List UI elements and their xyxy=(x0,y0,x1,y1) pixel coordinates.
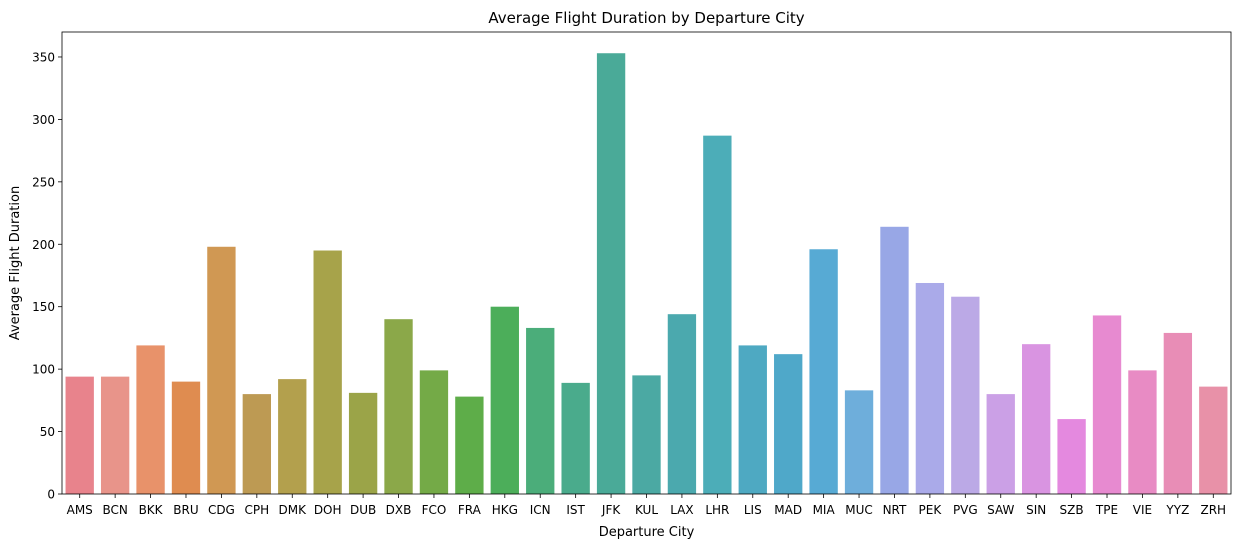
x-tick-label: VIE xyxy=(1133,503,1152,517)
bar-pvg xyxy=(951,296,980,494)
x-tick-label: KUL xyxy=(635,503,658,517)
x-tick-label: PVG xyxy=(953,503,978,517)
x-tick-label: HKG xyxy=(492,503,518,517)
x-tick-label: SIN xyxy=(1026,503,1046,517)
bar-lhr xyxy=(703,135,732,494)
x-tick-label: BCN xyxy=(102,503,127,517)
x-tick-label: LIS xyxy=(744,503,762,517)
x-tick-label: CPH xyxy=(245,503,270,517)
bar-ams xyxy=(65,376,94,494)
bar-cdg xyxy=(207,246,236,494)
bar-mad xyxy=(774,354,803,494)
y-tick-label: 350 xyxy=(32,50,55,64)
bar-sin xyxy=(1022,344,1051,494)
bar-bru xyxy=(171,381,201,494)
bar-ist xyxy=(561,382,590,494)
bar-hkg xyxy=(490,306,519,494)
bar-pek xyxy=(915,282,945,494)
x-tick-label: PEK xyxy=(919,503,943,517)
x-tick-label: LHR xyxy=(705,503,729,517)
chart-title: Average Flight Duration by Departure Cit… xyxy=(488,9,804,27)
y-tick-label: 250 xyxy=(32,175,55,189)
bar-dxb xyxy=(384,319,413,494)
y-tick-label: 300 xyxy=(32,113,55,127)
x-tick-label: YYZ xyxy=(1165,503,1189,517)
bar-bkk xyxy=(136,345,165,494)
x-axis-label: Departure City xyxy=(599,525,695,540)
x-tick-label: CDG xyxy=(208,503,235,517)
plot-frame xyxy=(61,31,1232,495)
x-tick-label: MUC xyxy=(845,503,873,517)
bar-fra xyxy=(455,396,484,494)
bar-zrh xyxy=(1199,386,1228,494)
y-tick-label: 100 xyxy=(32,363,55,377)
bar-mia xyxy=(809,249,838,494)
x-tick-label: MIA xyxy=(813,503,836,517)
bar-muc xyxy=(844,390,874,494)
bar-fco xyxy=(419,370,449,494)
y-tick-label: 50 xyxy=(40,425,55,439)
bar-nrt xyxy=(880,226,909,495)
x-tick-label: MAD xyxy=(774,503,802,517)
x-tick-label: SAW xyxy=(987,503,1014,517)
x-tick-label: LAX xyxy=(670,503,693,517)
y-tick-label: 200 xyxy=(32,238,55,252)
x-tick-label: IST xyxy=(566,503,585,517)
bars-group xyxy=(65,53,1228,495)
bar-doh xyxy=(313,250,342,494)
bar-tpe xyxy=(1092,315,1122,494)
x-tick-label: DOH xyxy=(314,503,342,517)
bar-jfk xyxy=(596,53,626,494)
x-tick-label: DUB xyxy=(350,503,376,517)
y-tick-label: 0 xyxy=(47,488,55,502)
bar-saw xyxy=(986,394,1015,494)
bar-cph xyxy=(242,394,271,494)
bar-yyz xyxy=(1163,332,1193,494)
y-axis: 0 50 100 150 200 250 300 350 xyxy=(32,50,62,502)
x-tick-label: SZB xyxy=(1060,503,1084,517)
bar-lax xyxy=(667,314,697,494)
x-tick-label: JFK xyxy=(601,503,621,517)
x-tick-label: FCO xyxy=(422,503,447,517)
x-tick-label: DMK xyxy=(279,503,308,517)
bar-vie xyxy=(1128,370,1157,494)
y-tick-label: 150 xyxy=(32,300,55,314)
bar-bcn xyxy=(100,376,130,494)
x-tick-label: ICN xyxy=(530,503,551,517)
bar-szb xyxy=(1057,419,1086,494)
y-axis-label: Average Flight Duration xyxy=(8,186,23,340)
x-tick-label: BRU xyxy=(173,503,198,517)
bar-lis xyxy=(738,345,767,494)
x-tick-label: TPE xyxy=(1095,503,1118,517)
x-tick-label: DXB xyxy=(386,503,412,517)
x-axis: AMS BCN BKK BRU CDG CPH DMK DOH DUB DXB FCO FRA HKG I… xyxy=(67,494,1226,517)
x-tick-label: AMS xyxy=(67,503,93,517)
bar-dmk xyxy=(278,379,307,494)
bar-icn xyxy=(526,327,555,494)
x-tick-label: FRA xyxy=(458,503,482,517)
bar-dub xyxy=(348,392,378,494)
x-tick-label: NRT xyxy=(883,503,907,517)
bar-kul xyxy=(632,375,661,494)
x-tick-label: ZRH xyxy=(1200,503,1226,517)
x-tick-label: BKK xyxy=(139,503,164,517)
